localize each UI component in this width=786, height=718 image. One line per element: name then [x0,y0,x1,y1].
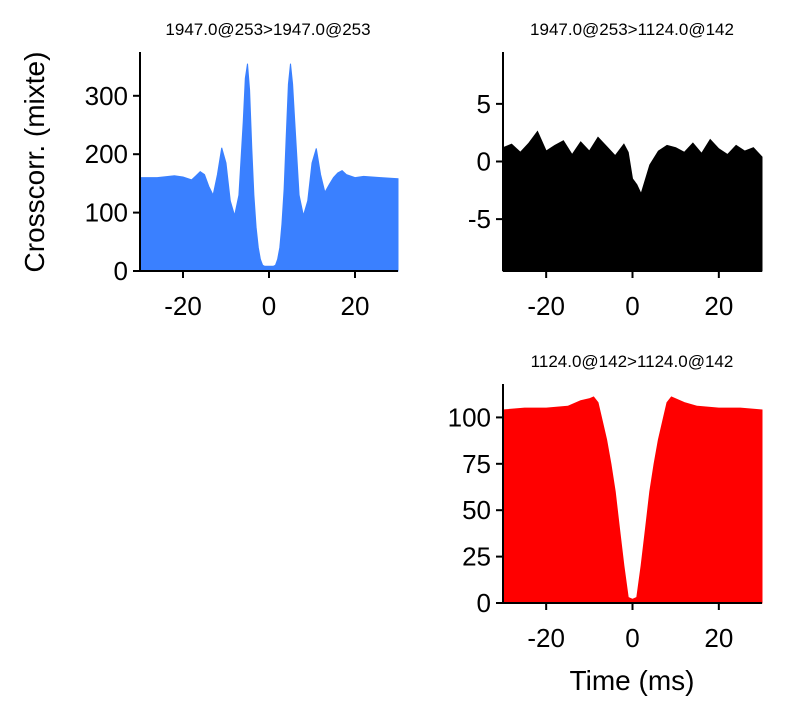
panel-1-y-tick-label: 0 [114,256,128,286]
panel-3-x-tick-label: 0 [625,623,639,653]
panel-3-x-tick-label: 20 [704,623,733,653]
panel-3-xlabel: Time (ms) [570,665,695,696]
panel-3-y-tick-label: 100 [448,402,491,432]
panel-3-plot [502,396,763,604]
panel-2-x-tick-label: 20 [704,291,733,321]
panel-2-axes: -20 0 20 -5 0 5 [468,52,762,321]
panel-1-y-tick-label: 300 [85,81,128,111]
panel-3-y-tick-label: 50 [462,495,491,525]
panel-1-y-tick-label: 200 [85,139,128,169]
panel-2-y-tick-label: 0 [477,147,491,177]
panel-3: 1124.0@142>1124.0@142 Time (ms) -20 0 20 0 2… [448,352,763,696]
panel-2-series-area [502,130,763,272]
panel-1-x-tick-label: 20 [341,291,370,321]
panel-2-y-tick-label: -5 [468,204,491,234]
panel-3-x-tick-label: -20 [527,623,565,653]
panel-2-plot [502,130,763,272]
panel-3-title: 1124.0@142>1124.0@142 [531,352,734,371]
panel-1-y-tick-label: 100 [85,198,128,228]
panel-1-title: 1947.0@253>1947.0@253 [165,20,370,39]
panel-1-series-area [139,63,399,272]
panel-2-y-tick-label: 5 [477,89,491,119]
panel-2-x-tick-label: -20 [527,291,565,321]
panel-2: 1947.0@253>1124.0@142 -20 0 20 -5 0 5 [468,20,763,321]
panel-2-x-tick-label: 0 [625,291,639,321]
panel-3-y-tick-label: 75 [462,449,491,479]
panel-1-x-tick-label: 0 [262,291,276,321]
panel-3-axes: -20 0 20 0 25 50 75 100 [448,384,762,653]
panel-2-title: 1947.0@253>1124.0@142 [530,20,734,39]
panel-3-series-area [502,396,763,604]
panel-1-plot [139,63,399,272]
panel-3-y-tick-label: 0 [477,588,491,618]
panel-3-y-tick-label: 25 [462,542,491,572]
panel-1-x-tick-label: -20 [164,291,202,321]
panel-1: 1947.0@253>1947.0@253 Crosscorr. (mixte)… [19,20,399,321]
panel-1-ylabel: Crosscorr. (mixte) [19,52,50,273]
